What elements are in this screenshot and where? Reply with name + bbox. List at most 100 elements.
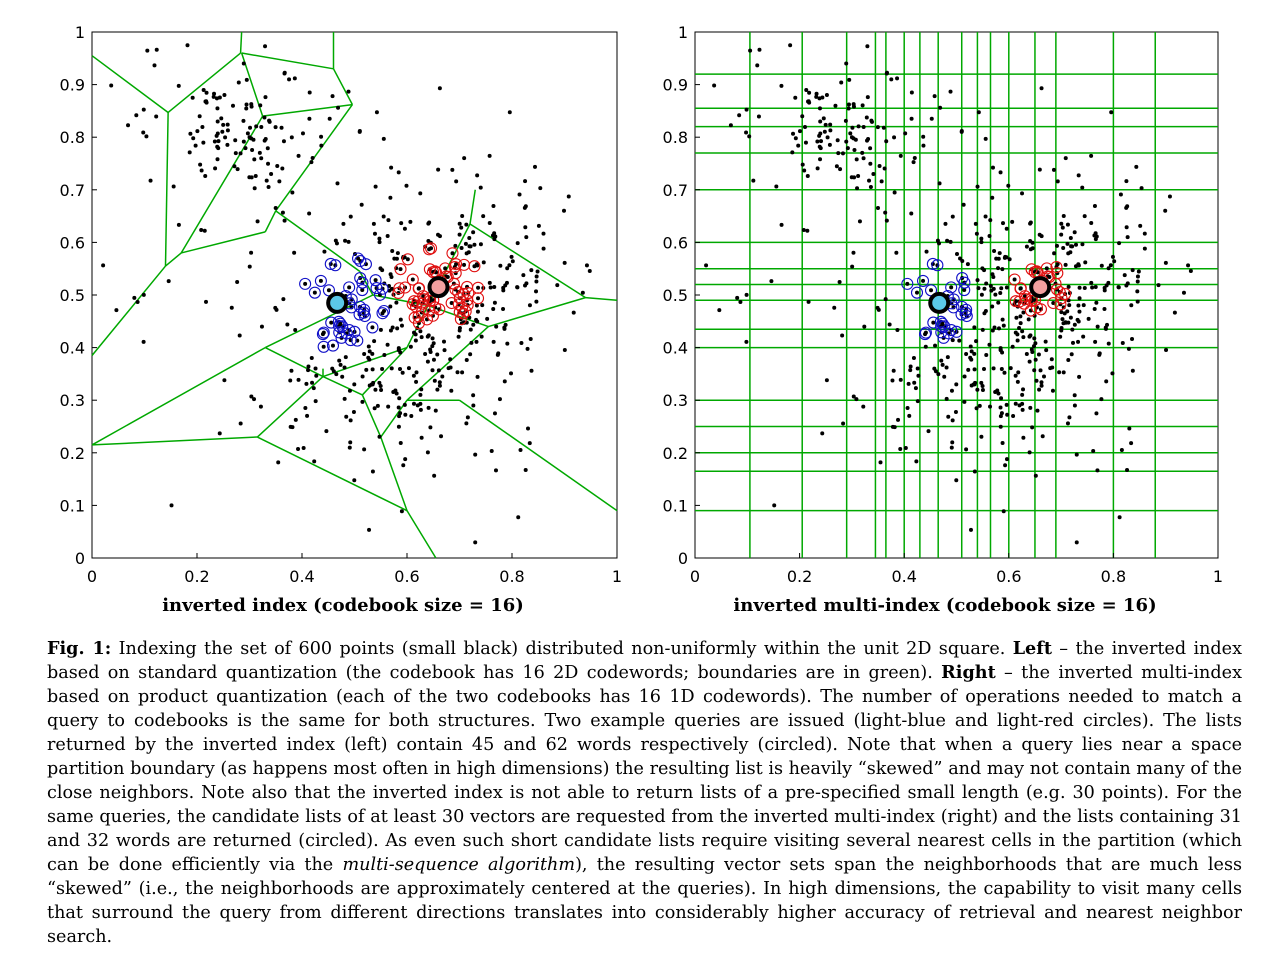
right-data-point xyxy=(911,356,916,361)
left-data-point xyxy=(331,369,336,374)
left-data-point xyxy=(248,125,253,130)
right-data-point xyxy=(1076,319,1081,324)
right-data-point xyxy=(909,116,914,121)
left-data-point xyxy=(398,367,403,372)
right-data-point xyxy=(712,83,717,88)
right-data-point xyxy=(884,218,889,223)
left-data-point xyxy=(255,219,260,224)
right-data-point xyxy=(818,157,823,162)
right-data-point xyxy=(962,288,967,293)
left-data-point xyxy=(371,221,376,226)
left-data-point xyxy=(356,256,361,261)
left-data-point xyxy=(468,352,473,357)
right-data-point xyxy=(834,164,839,169)
right-data-point xyxy=(982,268,987,273)
right-data-point xyxy=(884,139,889,144)
left-data-point xyxy=(378,327,383,332)
left-query-2-list-point xyxy=(471,292,485,305)
right-data-point xyxy=(1086,316,1091,321)
left-data-point xyxy=(507,263,512,268)
right-data-point xyxy=(871,171,876,176)
right-data-point xyxy=(898,153,903,158)
left-data-point xyxy=(430,368,435,373)
left-data-point xyxy=(454,179,459,184)
right-query-2-list-point xyxy=(1040,262,1053,275)
right-data-point xyxy=(914,290,919,295)
right-data-point xyxy=(973,380,978,385)
left-query-2-list-point xyxy=(406,298,419,311)
right-data-point xyxy=(879,179,884,184)
left-data-point xyxy=(292,76,297,81)
right-data-point xyxy=(1083,260,1088,265)
right-query-1-list-point xyxy=(960,309,973,323)
right-data-point xyxy=(823,122,828,127)
left-data-point xyxy=(416,286,421,291)
right-data-point xyxy=(882,166,887,171)
left-data-point xyxy=(320,332,325,337)
left-data-point xyxy=(249,250,254,255)
left-data-point xyxy=(491,339,496,344)
right-data-point xyxy=(1018,314,1023,319)
right-data-point xyxy=(1049,357,1054,362)
left-data-point xyxy=(126,123,131,128)
right-data-point xyxy=(998,414,1003,419)
left-data-point xyxy=(145,48,150,53)
left-data-point xyxy=(538,186,543,191)
left-data-point xyxy=(287,77,292,82)
right-data-point xyxy=(931,320,936,325)
left-y-tick-label: 0 xyxy=(75,549,85,568)
right-data-point xyxy=(1027,334,1032,339)
left-data-point xyxy=(449,388,454,393)
left-data-point xyxy=(491,204,496,209)
right-data-point xyxy=(1010,219,1015,224)
left-data-point xyxy=(411,373,416,378)
left-query-1-list-point xyxy=(343,324,356,337)
left-query-2-list-point xyxy=(423,243,436,256)
right-data-point xyxy=(1112,259,1117,264)
left-query-1-list-point xyxy=(325,316,338,329)
right-data-point xyxy=(704,263,709,268)
left-data-point xyxy=(219,116,224,121)
right-data-point xyxy=(1124,205,1129,210)
left-data-point xyxy=(427,247,432,252)
right-data-point xyxy=(1021,387,1026,392)
figure: inverted index (codebook size = 16) 0 0.2… xyxy=(60,23,1224,616)
left-y-tick-label: 0.6 xyxy=(60,233,85,252)
right-data-point xyxy=(757,47,762,52)
right-data-point xyxy=(954,382,959,387)
left-data-point xyxy=(562,348,567,353)
right-y-tick-label: 0.2 xyxy=(663,444,688,463)
caption-italic-term: multi-sequence algorithm xyxy=(342,855,576,875)
left-data-point xyxy=(309,160,314,165)
left-query-2-list-point xyxy=(412,317,425,330)
left-data-point xyxy=(430,336,435,341)
right-data-point xyxy=(984,281,989,286)
right-data-point xyxy=(1142,246,1147,251)
left-data-point xyxy=(505,341,510,346)
right-data-point xyxy=(961,202,966,207)
left-data-point xyxy=(418,392,423,397)
right-data-point xyxy=(992,248,997,253)
right-data-point xyxy=(824,378,829,383)
right-data-point xyxy=(1001,509,1006,514)
right-data-point xyxy=(802,168,807,173)
left-data-point xyxy=(534,289,539,294)
right-query-1-list-point xyxy=(950,325,963,338)
left-data-point xyxy=(310,156,315,161)
right-data-point xyxy=(841,421,846,426)
left-data-point xyxy=(399,221,404,226)
left-data-point xyxy=(432,378,437,383)
left-data-point xyxy=(397,396,402,401)
left-voronoi-boundary xyxy=(239,31,243,54)
left-x-tick-label: 0.2 xyxy=(184,567,209,586)
right-data-point xyxy=(1010,344,1015,349)
right-data-point xyxy=(979,434,984,439)
right-data-point xyxy=(1021,435,1026,440)
right-y-tick-label: 1 xyxy=(678,23,688,42)
right-data-point xyxy=(793,95,798,100)
left-data-point xyxy=(443,266,448,271)
right-data-point xyxy=(1080,185,1085,190)
left-data-point xyxy=(288,424,293,429)
right-data-point xyxy=(1089,220,1094,225)
right-query-2-marker xyxy=(1029,276,1052,299)
